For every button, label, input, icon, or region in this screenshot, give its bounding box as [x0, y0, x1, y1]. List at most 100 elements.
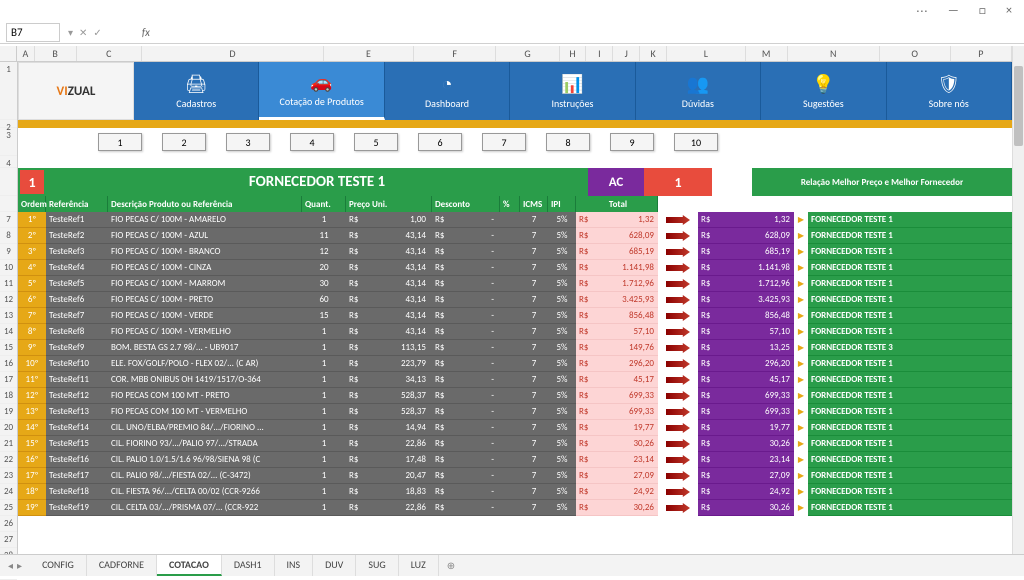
cell-ipi: 5%: [548, 340, 576, 356]
col-header-F[interactable]: F: [414, 46, 496, 61]
cell-discount: R$-: [432, 340, 500, 356]
table-row[interactable]: 2ºTesteRef2FIO PECAS C/ 100M - AZUL11R$4…: [18, 228, 1012, 244]
sheet-tab-luz[interactable]: LUZ: [399, 555, 439, 576]
table-row[interactable]: 17ºTesteRef17CIL. PALIO 98/.../FIESTA 02…: [18, 468, 1012, 484]
cell-ref: TesteRef10: [46, 356, 108, 372]
page-btn-1[interactable]: 1: [98, 133, 142, 151]
table-row[interactable]: 1ºTesteRef1FIO PECAS C/ 100M - AMARELO1R…: [18, 212, 1012, 228]
table-row[interactable]: 11ºTesteRef11COR. MBB ONIBUS OH 1419/151…: [18, 372, 1012, 388]
page-btn-4[interactable]: 4: [290, 133, 334, 151]
table-row[interactable]: 15ºTesteRef15CIL. FIORINO 93/.../PALIO 9…: [18, 436, 1012, 452]
table-row[interactable]: 19ºTesteRef19CIL. CELTA 03/.../PRISMA 07…: [18, 500, 1012, 516]
cell-desc: COR. MBB ONIBUS OH 1419/1517/O-364: [108, 372, 302, 388]
page-btn-5[interactable]: 5: [354, 133, 398, 151]
nav-icon: 🚗: [310, 71, 332, 93]
sheet-tab-ins[interactable]: INS: [275, 555, 314, 576]
nav-icon: 💡: [812, 73, 834, 95]
tab-nav[interactable]: ◂▸: [0, 559, 30, 572]
table-row[interactable]: 14ºTesteRef14CIL. UNO/ELBA/PREMIO 84/...…: [18, 420, 1012, 436]
col-header-J[interactable]: J: [613, 46, 640, 61]
page-btn-2[interactable]: 2: [162, 133, 206, 151]
cell-ordem: 15º: [18, 436, 46, 452]
cell-ordem: 3º: [18, 244, 46, 260]
col-header-N[interactable]: N: [788, 46, 880, 61]
arrow-icon: [658, 420, 698, 436]
col-header-I[interactable]: I: [586, 46, 613, 61]
nav-dashboard[interactable]: ◔Dashboard: [385, 62, 510, 120]
sheet-tab-sug[interactable]: SUG: [356, 555, 398, 576]
page-btn-6[interactable]: 6: [418, 133, 462, 151]
nav-icon: 📊: [561, 73, 583, 95]
supplier-header: 1 FORNECEDOR TESTE 1 AC 1 Relação Melhor…: [18, 168, 1012, 196]
cell-ordem: 14º: [18, 420, 46, 436]
sheet-tab-cotacao[interactable]: COTACAO: [157, 555, 222, 576]
table-row[interactable]: 6ºTesteRef6FIO PECAS C/ 100M - PRETO60R$…: [18, 292, 1012, 308]
nav-cotação-de-produtos[interactable]: 🚗Cotação de Produtos: [259, 62, 384, 120]
table-row[interactable]: 8ºTesteRef8FIO PECAS C/ 100M - VERMELHO1…: [18, 324, 1012, 340]
table-row[interactable]: 7ºTesteRef7FIO PECAS C/ 100M - VERDE15R$…: [18, 308, 1012, 324]
col-header-K[interactable]: K: [640, 46, 667, 61]
cell-desc: FIO PECAS COM 100 MT - PRETO: [108, 388, 302, 404]
col-header-A[interactable]: A: [17, 46, 34, 61]
page-btn-8[interactable]: 8: [546, 133, 590, 151]
table-row[interactable]: 9ºTesteRef9BOM. BESTA GS 2.7 98/... - UB…: [18, 340, 1012, 356]
minimize-icon[interactable]: —: [942, 2, 965, 21]
page-btn-3[interactable]: 3: [226, 133, 270, 151]
col-header-H[interactable]: H: [560, 46, 587, 61]
col-header-E[interactable]: E: [324, 46, 414, 61]
table-row[interactable]: 3ºTesteRef3FIO PECAS C/ 100M - BRANCO12R…: [18, 244, 1012, 260]
page-btn-10[interactable]: 10: [674, 133, 718, 151]
cell-ordem: 10º: [18, 356, 46, 372]
col-header-B[interactable]: B: [35, 46, 77, 61]
page-btn-9[interactable]: 9: [610, 133, 654, 151]
name-box[interactable]: [6, 23, 60, 42]
dots-icon[interactable]: ⋯: [910, 2, 934, 21]
vertical-scrollbar[interactable]: [1012, 46, 1024, 554]
cell-qty: 1: [302, 212, 346, 228]
col-header-O[interactable]: O: [880, 46, 951, 61]
nav-sobre-nós[interactable]: 🛡Sobre nós: [887, 62, 1012, 120]
cell-ipi: 5%: [548, 468, 576, 484]
table-row[interactable]: 5ºTesteRef5FIO PECAS C/ 100M - MARROM30R…: [18, 276, 1012, 292]
col-header-D[interactable]: D: [142, 46, 324, 61]
cell-pct: [500, 244, 520, 260]
nav-dúvidas[interactable]: 👥Dúvidas: [636, 62, 761, 120]
nav-instruções[interactable]: 📊Instruções: [510, 62, 635, 120]
add-sheet[interactable]: ⊕: [439, 556, 463, 575]
table-row[interactable]: 12ºTesteRef12FIO PECAS COM 100 MT - PRET…: [18, 388, 1012, 404]
cell-ipi: 5%: [548, 436, 576, 452]
table-row[interactable]: 4ºTesteRef4FIO PECAS C/ 100M - CINZA20R$…: [18, 260, 1012, 276]
table-row[interactable]: 10ºTesteRef10ELE. FOX/GOLF/POLO - FLEX 0…: [18, 356, 1012, 372]
cell-best: R$45,17: [698, 372, 794, 388]
col-header-M[interactable]: M: [746, 46, 788, 61]
cell-discount: R$-: [432, 356, 500, 372]
column-headers: ABCDEFGHIJKLMNOP: [0, 46, 1012, 62]
maximize-icon[interactable]: □: [973, 2, 992, 21]
nav-cadastros[interactable]: 🖨Cadastros: [134, 62, 259, 120]
col-header-L[interactable]: L: [667, 46, 746, 61]
table-row[interactable]: 16ºTesteRef16CIL. PALIO 1.0/1.5/1.6 96/9…: [18, 452, 1012, 468]
sheet-tab-dash1[interactable]: DASH1: [222, 555, 275, 576]
cell-ref: TesteRef12: [46, 388, 108, 404]
cell-best: R$1.712,96: [698, 276, 794, 292]
cell-price: R$43,14: [346, 244, 432, 260]
cell-qty: 1: [302, 324, 346, 340]
cell-pct: [500, 484, 520, 500]
page-btn-7[interactable]: 7: [482, 133, 526, 151]
close-icon[interactable]: ×: [1000, 2, 1018, 21]
col-header-C[interactable]: C: [77, 46, 142, 61]
table-row[interactable]: 18ºTesteRef18CIL. FIESTA 96/.../CELTA 00…: [18, 484, 1012, 500]
col-header-P[interactable]: P: [951, 46, 1012, 61]
cell-discount: R$-: [432, 500, 500, 516]
nav-sugestões[interactable]: 💡Sugestões: [761, 62, 886, 120]
cell-qty: 1: [302, 372, 346, 388]
cell-fornecedor: FORNECEDOR TESTE 1: [808, 420, 1012, 436]
col-header-G[interactable]: G: [496, 46, 559, 61]
formula-input[interactable]: [158, 26, 1024, 39]
sheet-tab-cadforne[interactable]: CADFORNE: [87, 555, 157, 576]
cell-icms: 7: [520, 388, 548, 404]
cell-fornecedor: FORNECEDOR TESTE 1: [808, 244, 1012, 260]
sheet-tab-config[interactable]: CONFIG: [30, 555, 87, 576]
table-row[interactable]: 13ºTesteRef13FIO PECAS COM 100 MT - VERM…: [18, 404, 1012, 420]
sheet-tab-duv[interactable]: DUV: [313, 555, 356, 576]
